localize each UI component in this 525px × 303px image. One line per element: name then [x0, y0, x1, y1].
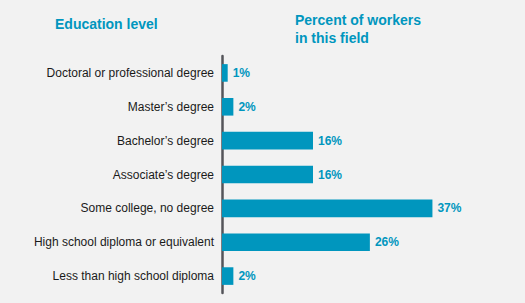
svg-text:16%: 16%	[318, 168, 342, 182]
svg-text:26%: 26%	[375, 235, 399, 249]
svg-text:Doctoral or professional degre: Doctoral or professional degree	[47, 66, 215, 80]
svg-text:Percent of workers: Percent of workers	[295, 12, 421, 28]
svg-text:Bachelor’s degree: Bachelor’s degree	[117, 134, 214, 148]
svg-text:2%: 2%	[238, 100, 256, 114]
svg-text:37%: 37%	[437, 201, 461, 215]
svg-text:High school diploma or equival: High school diploma or equivalent	[34, 235, 215, 249]
svg-text:in this field: in this field	[295, 30, 369, 46]
svg-text:Master’s degree: Master’s degree	[128, 100, 215, 114]
svg-text:Some college, no degree: Some college, no degree	[81, 201, 215, 215]
svg-text:Education level: Education level	[55, 16, 158, 32]
svg-text:Associate’s degree: Associate’s degree	[113, 168, 215, 182]
svg-text:Less than high school diploma: Less than high school diploma	[53, 269, 215, 283]
svg-text:1%: 1%	[233, 66, 251, 80]
svg-text:2%: 2%	[238, 269, 256, 283]
svg-text:16%: 16%	[318, 134, 342, 148]
